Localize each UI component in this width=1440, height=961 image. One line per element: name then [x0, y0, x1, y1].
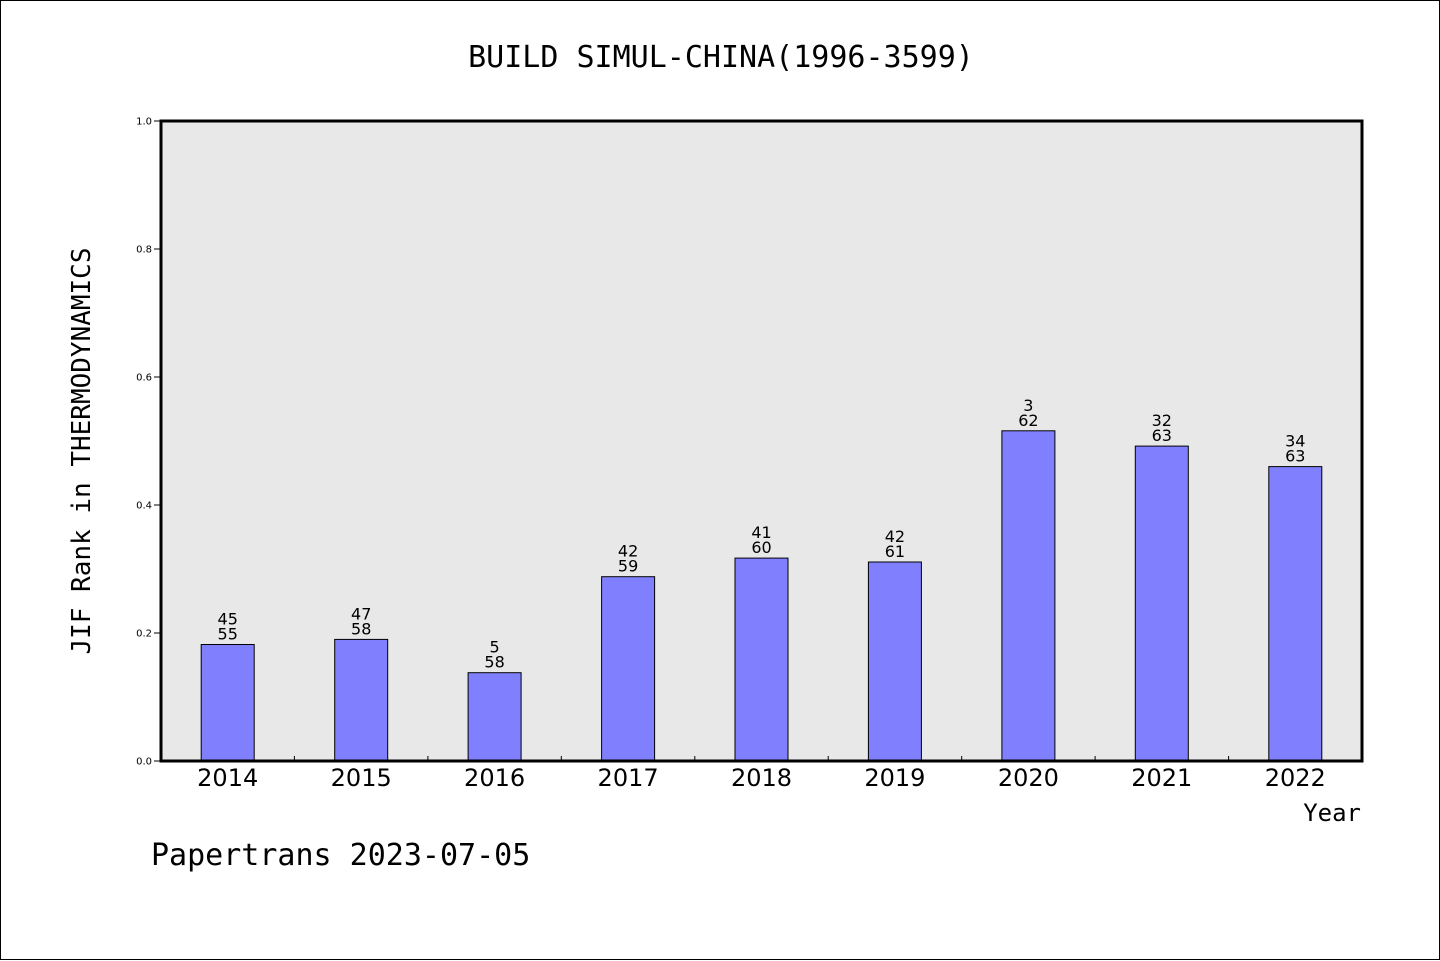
x-tick-label: 2022 — [1265, 764, 1326, 792]
bar-rank-label: 45 — [218, 610, 238, 629]
bar-rank-label: 47 — [351, 604, 371, 623]
bar-rank-label: 34 — [1285, 432, 1305, 451]
x-tick-label: 2018 — [731, 764, 792, 792]
x-axis-ticks: 2014 2015 2016 2017 2018 2019 2020 2021 2022 — [197, 756, 1326, 792]
x-tick-label: 2016 — [464, 764, 525, 792]
y-axis-label: JIF Rank in THERMODYNAMICS — [67, 248, 97, 655]
bar-total-label: 61 — [885, 542, 905, 561]
bar-total-label: 59 — [618, 557, 638, 576]
bar-total-label: 58 — [484, 653, 504, 672]
bar-2017 — [601, 576, 656, 762]
x-tick-label: 2019 — [864, 764, 925, 792]
y-tick-label: 1.0 — [136, 117, 152, 128]
plot-border — [159, 119, 1364, 763]
x-tick-label: 2020 — [998, 764, 1059, 792]
y-tick-label: 0.4 — [136, 501, 152, 512]
bar-rank-label: 42 — [618, 542, 638, 561]
bar-total-label: 60 — [751, 538, 771, 557]
y-tick-label: 0.6 — [136, 373, 152, 384]
bar-rank-label: 3 — [1023, 396, 1033, 415]
x-axis-label: Year — [1303, 799, 1361, 827]
bar-rank-label: 41 — [751, 523, 771, 542]
y-tick-label: 0.0 — [136, 757, 152, 768]
bar-rank-label: 42 — [885, 527, 905, 546]
chart-title: BUILD SIMUL-CHINA(1996-3599) — [468, 40, 974, 75]
bar-2014 — [200, 644, 255, 762]
bar-2021 — [1134, 445, 1189, 762]
bar-rank-label: 32 — [1152, 411, 1172, 430]
y-tick-label: 0.2 — [136, 629, 152, 640]
bar-2020 — [1001, 430, 1056, 762]
bar-2022 — [1268, 466, 1323, 762]
bar-rank-label: 5 — [490, 638, 500, 657]
bars-group — [200, 430, 1323, 762]
bar-total-label: 58 — [351, 619, 371, 638]
x-tick-label: 2017 — [598, 764, 659, 792]
x-tick-label: 2021 — [1131, 764, 1192, 792]
footer-note: Papertrans 2023-07-05 — [151, 838, 530, 873]
bar-2019 — [867, 561, 922, 762]
bar-total-label: 55 — [218, 625, 238, 644]
bar-2015 — [334, 638, 389, 762]
bar-2016 — [467, 672, 522, 762]
x-tick-label: 2014 — [197, 764, 258, 792]
bar-total-label: 62 — [1018, 411, 1038, 430]
bar-total-label: 63 — [1152, 426, 1172, 445]
bar-2018 — [734, 557, 789, 762]
x-tick-label: 2015 — [331, 764, 392, 792]
y-axis-ticks: 0.0 0.2 0.4 0.6 0.8 1.0 — [136, 117, 161, 768]
bar-total-label: 63 — [1285, 447, 1305, 466]
y-tick-label: 0.8 — [136, 245, 152, 256]
